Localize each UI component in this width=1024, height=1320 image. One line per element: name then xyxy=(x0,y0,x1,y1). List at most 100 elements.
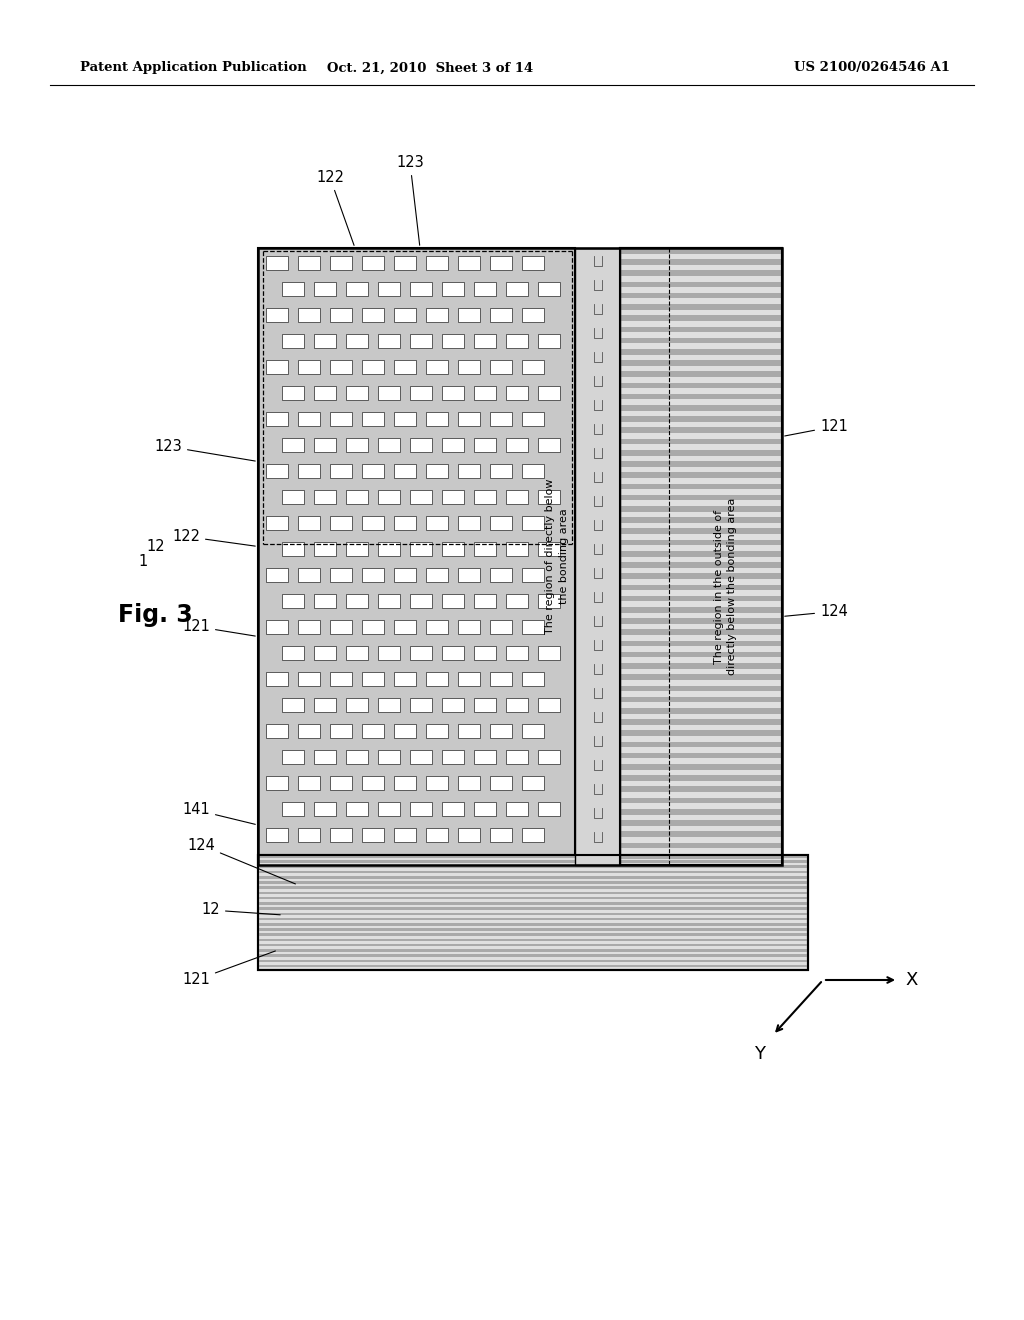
Bar xyxy=(621,652,781,657)
Bar xyxy=(330,516,352,531)
Bar xyxy=(314,385,336,400)
Bar xyxy=(426,568,449,582)
Bar xyxy=(258,248,782,865)
Bar xyxy=(259,939,807,941)
Bar xyxy=(538,282,560,296)
Bar xyxy=(522,360,544,374)
Bar xyxy=(314,803,336,816)
Bar xyxy=(362,308,384,322)
Bar xyxy=(426,723,449,738)
Bar xyxy=(474,438,496,451)
Bar xyxy=(410,803,432,816)
Bar xyxy=(522,308,544,322)
Bar xyxy=(426,256,449,271)
Bar xyxy=(259,912,807,915)
Bar xyxy=(621,360,781,366)
Bar xyxy=(378,698,400,711)
Bar xyxy=(378,645,400,660)
Bar xyxy=(621,595,781,602)
Bar xyxy=(378,334,400,348)
Bar xyxy=(314,645,336,660)
Bar xyxy=(621,293,781,298)
Bar xyxy=(426,412,449,426)
Bar xyxy=(282,645,304,660)
Bar xyxy=(474,698,496,711)
Bar xyxy=(621,540,781,545)
Bar xyxy=(458,828,480,842)
Bar xyxy=(490,412,512,426)
Text: The region in the outside of
directly below the bonding area: The region in the outside of directly be… xyxy=(714,498,737,676)
Text: 122: 122 xyxy=(172,529,255,546)
Bar xyxy=(621,383,781,388)
Text: Patent Application Publication: Patent Application Publication xyxy=(80,62,307,74)
Bar xyxy=(298,465,319,478)
Bar xyxy=(314,490,336,504)
Bar xyxy=(474,750,496,764)
Bar xyxy=(621,764,781,770)
Bar xyxy=(266,516,288,531)
Text: 12: 12 xyxy=(146,539,165,554)
Bar xyxy=(282,594,304,609)
Bar xyxy=(258,248,575,865)
Text: 121: 121 xyxy=(784,418,848,436)
Bar xyxy=(346,438,368,451)
Bar xyxy=(330,672,352,686)
Bar xyxy=(378,594,400,609)
Bar xyxy=(314,750,336,764)
Bar xyxy=(621,428,781,433)
Bar xyxy=(621,248,781,253)
Bar xyxy=(259,882,807,884)
Text: 123: 123 xyxy=(155,440,255,461)
Bar xyxy=(346,698,368,711)
Bar xyxy=(458,465,480,478)
Bar xyxy=(621,528,781,535)
Text: Fig. 3: Fig. 3 xyxy=(118,603,193,627)
Bar xyxy=(442,594,464,609)
Bar xyxy=(621,562,781,568)
Bar xyxy=(378,490,400,504)
Bar xyxy=(426,360,449,374)
Bar xyxy=(621,473,781,478)
Bar xyxy=(506,282,528,296)
Bar xyxy=(621,585,781,590)
Bar xyxy=(394,828,416,842)
Bar xyxy=(442,334,464,348)
Bar xyxy=(522,465,544,478)
Bar xyxy=(298,412,319,426)
Bar xyxy=(621,640,781,647)
Bar xyxy=(394,620,416,634)
Bar xyxy=(621,338,781,343)
Bar xyxy=(362,516,384,531)
Bar xyxy=(378,803,400,816)
Bar xyxy=(442,750,464,764)
Bar xyxy=(378,438,400,451)
Bar xyxy=(410,698,432,711)
Bar xyxy=(394,256,416,271)
Bar xyxy=(298,672,319,686)
Bar xyxy=(538,490,560,504)
Bar xyxy=(490,568,512,582)
Bar xyxy=(298,256,319,271)
Text: 141: 141 xyxy=(182,803,255,825)
Bar xyxy=(282,282,304,296)
Bar xyxy=(378,543,400,556)
Bar xyxy=(458,672,480,686)
Bar xyxy=(538,438,560,451)
Bar xyxy=(442,282,464,296)
Bar xyxy=(506,490,528,504)
Bar xyxy=(621,775,781,781)
Bar xyxy=(506,594,528,609)
Bar xyxy=(259,949,807,952)
Bar xyxy=(394,360,416,374)
Bar xyxy=(394,723,416,738)
Bar xyxy=(621,697,781,702)
Bar xyxy=(314,543,336,556)
Bar xyxy=(362,568,384,582)
Bar xyxy=(298,568,319,582)
Bar xyxy=(490,828,512,842)
Bar xyxy=(394,516,416,531)
Bar xyxy=(346,543,368,556)
Bar xyxy=(442,543,464,556)
Bar xyxy=(620,248,782,865)
Bar xyxy=(442,698,464,711)
